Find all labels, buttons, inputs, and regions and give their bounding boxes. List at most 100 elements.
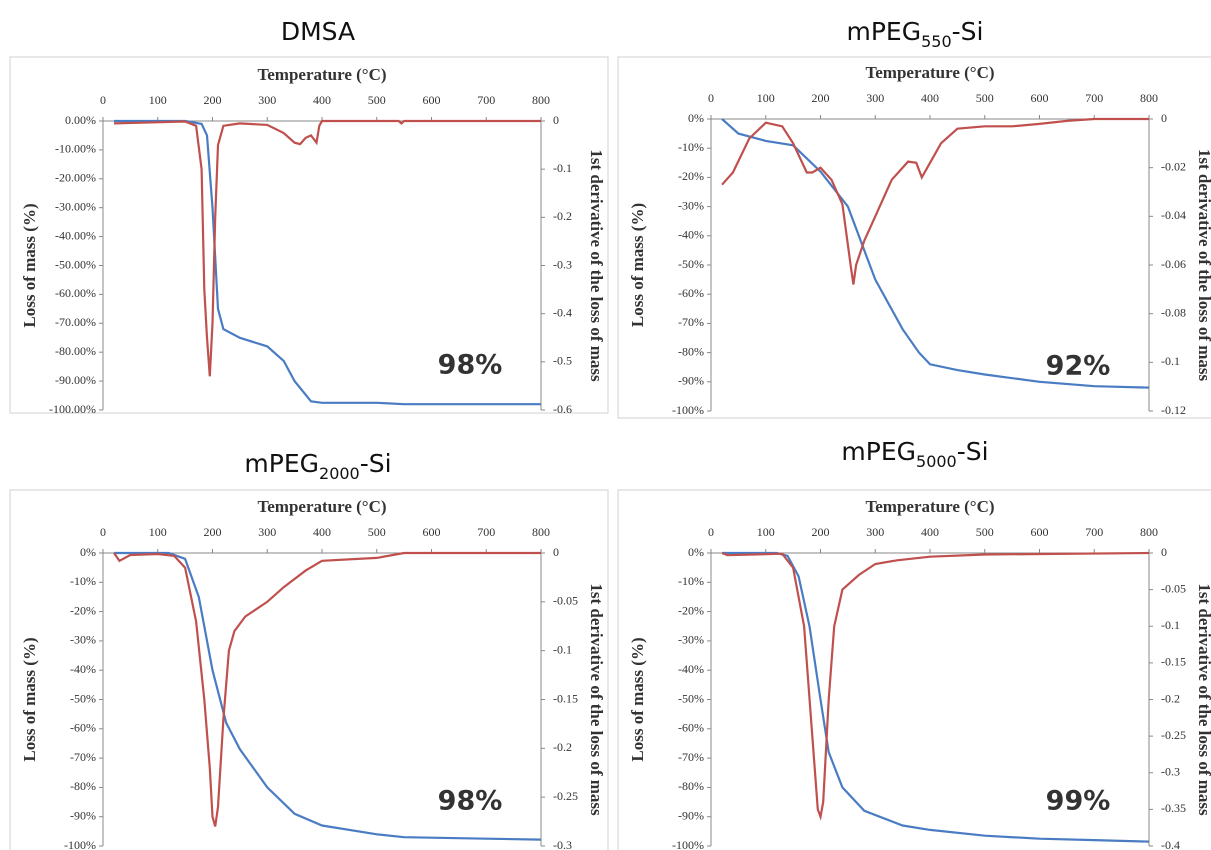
- title-part: -Si: [952, 17, 984, 46]
- x-tick-label: 300: [258, 525, 276, 539]
- y2-tick-label: -0.2: [553, 209, 572, 223]
- y2-tick-label: 0: [1161, 545, 1167, 559]
- x-tick-label: 400: [921, 525, 939, 539]
- y2-tick-label: -0.15: [1161, 655, 1186, 669]
- title-part: mPEG: [847, 17, 922, 46]
- y-tick-label: -90%: [678, 808, 704, 822]
- y2-tick-label: -0.5: [553, 354, 572, 368]
- x-tick-label: 500: [368, 93, 386, 107]
- y2-tick-label: -0.04: [1161, 208, 1186, 222]
- x-tick-label: 0: [100, 525, 106, 539]
- title-part: 5000: [916, 452, 957, 471]
- y2-tick-label: -0.1: [553, 161, 572, 175]
- panel-title: mPEG550-Si: [847, 17, 984, 51]
- y-tick-label: -70.00%: [55, 315, 96, 329]
- x-tick-label: 600: [423, 525, 441, 539]
- y2-tick-label: -0.1: [1161, 618, 1180, 632]
- y2-axis-title: 1st derivative of the loss of mass: [1195, 583, 1211, 816]
- y2-tick-label: -0.3: [553, 257, 572, 271]
- y-tick-label: -70%: [678, 750, 704, 764]
- x-tick-label: 200: [812, 525, 830, 539]
- y-tick-label: -80.00%: [55, 344, 96, 358]
- y-tick-label: -90.00%: [55, 373, 96, 387]
- x-tick-label: 700: [1085, 525, 1103, 539]
- y2-tick-label: -0.15: [553, 691, 578, 705]
- x-axis-title: Temperature (°C): [865, 497, 994, 516]
- y-tick-label: -100%: [672, 403, 704, 417]
- y-tick-label: -40.00%: [55, 228, 96, 242]
- y2-tick-label: -0.25: [1161, 728, 1186, 742]
- y-tick-label: -90%: [678, 374, 704, 388]
- title-part: 550: [921, 32, 952, 51]
- data-line: [114, 119, 541, 406]
- panel-frame: [9, 56, 609, 414]
- y2-tick-label: -0.1: [553, 642, 572, 656]
- data-line: [721, 118, 1150, 389]
- y-tick-label: 0.00%: [65, 113, 96, 127]
- y-tick-label: -80%: [678, 344, 704, 358]
- y2-tick-label: -0.35: [1161, 801, 1186, 815]
- y2-tick-label: -0.02: [1161, 159, 1186, 173]
- x-tick-label: 600: [423, 93, 441, 107]
- panel: mPEG550-Si Temperature (°C) Loss of mass (…: [617, 17, 1211, 419]
- x-tick-label: 200: [204, 525, 222, 539]
- y-tick-label: -100.00%: [49, 402, 96, 416]
- x-tick-label: 800: [1140, 525, 1158, 539]
- x-tick-label: 200: [204, 93, 222, 107]
- data-line: [114, 551, 542, 841]
- y2-tick-label: -0.05: [1161, 581, 1186, 595]
- y2-tick-label: -0.4: [553, 305, 572, 319]
- y2-tick-label: -0.06: [1161, 257, 1186, 271]
- x-tick-label: 100: [757, 91, 775, 105]
- x-tick-label: 0: [100, 93, 106, 107]
- x-tick-label: 300: [258, 93, 276, 107]
- x-tick-label: 200: [812, 91, 830, 105]
- y-tick-label: -20.00%: [55, 171, 96, 185]
- y-tick-label: -100%: [64, 838, 96, 850]
- y-tick-label: -50%: [70, 691, 96, 705]
- x-tick-label: 300: [866, 525, 884, 539]
- data-line: [721, 117, 1149, 285]
- y-tick-label: -40%: [70, 662, 96, 676]
- data-line: [113, 551, 541, 827]
- y-tick-label: -10%: [678, 574, 704, 588]
- x-tick-label: 400: [921, 91, 939, 105]
- title-part: -Si: [360, 449, 392, 478]
- x-tick-label: 100: [149, 93, 167, 107]
- annotation: 98%: [438, 350, 503, 381]
- panel-frame: [617, 489, 1211, 850]
- y-tick-label: -20%: [678, 169, 704, 183]
- y-tick-label: -60%: [678, 286, 704, 300]
- x-tick-label: 700: [477, 525, 495, 539]
- y-axis-title: Loss of mass (%): [20, 203, 39, 327]
- x-tick-label: 300: [866, 91, 884, 105]
- y2-tick-label: -0.6: [553, 402, 572, 416]
- y-tick-label: -30%: [678, 198, 704, 212]
- annotation: 98%: [438, 786, 503, 817]
- y-tick-label: -70%: [678, 315, 704, 329]
- y2-axis-title: 1st derivative of the loss of mass: [1195, 149, 1211, 382]
- x-tick-label: 500: [976, 91, 994, 105]
- y-tick-label: 0%: [688, 545, 704, 559]
- panel-frame: [9, 489, 609, 850]
- y-tick-label: -30.00%: [55, 199, 96, 213]
- panel: DMSA Temperature (°C) Loss of mass (%) 1st …: [9, 17, 609, 416]
- title-part: DMSA: [281, 17, 355, 46]
- y-tick-label: -80%: [678, 779, 704, 793]
- y2-tick-label: -0.2: [553, 740, 572, 754]
- y-tick-label: -20%: [678, 603, 704, 617]
- title-part: -Si: [957, 437, 989, 466]
- title-part: mPEG: [841, 437, 916, 466]
- x-tick-label: 800: [1140, 91, 1158, 105]
- y2-tick-label: -0.12: [1161, 403, 1186, 417]
- y-tick-label: -70%: [70, 750, 96, 764]
- y2-tick-label: -0.2: [1161, 691, 1180, 705]
- x-axis-title: Temperature (°C): [257, 65, 386, 84]
- x-tick-label: 100: [149, 525, 167, 539]
- y2-tick-label: -0.3: [1161, 765, 1180, 779]
- annotation: 99%: [1046, 786, 1111, 817]
- panel-title: mPEG5000-Si: [841, 437, 988, 471]
